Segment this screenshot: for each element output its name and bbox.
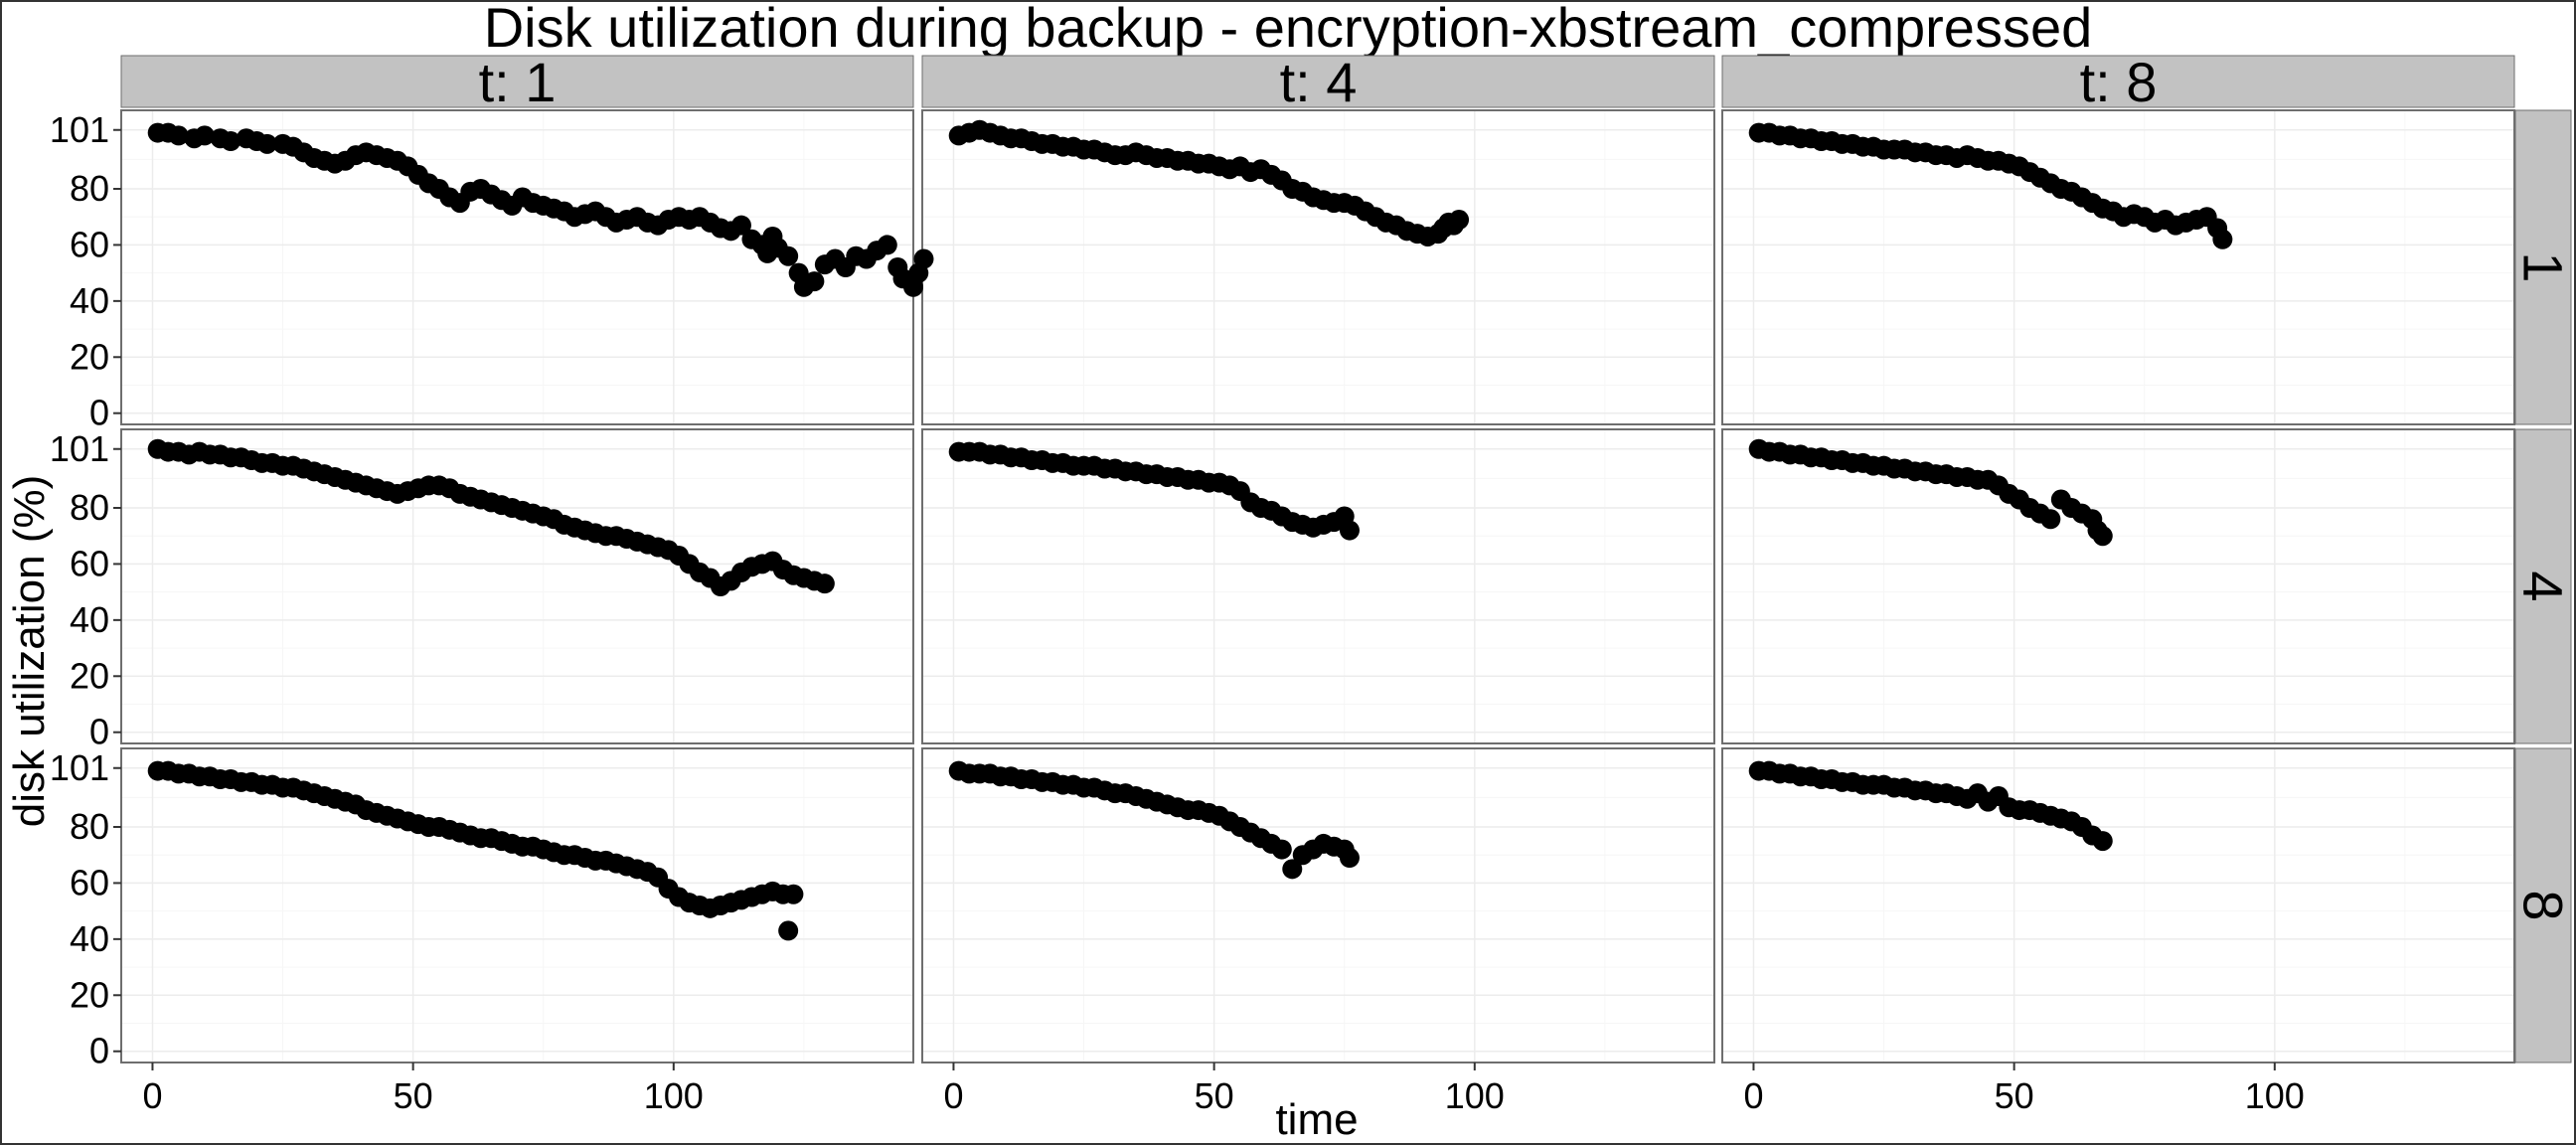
y-tick-label: 60 bbox=[70, 543, 109, 583]
col-strip-background bbox=[921, 55, 1715, 108]
data-point bbox=[804, 271, 825, 292]
series-points-r2-c0 bbox=[147, 760, 804, 941]
panel-r1-c1 bbox=[921, 428, 1715, 744]
series-points-r1-c0 bbox=[147, 438, 835, 596]
y-tick-label: 0 bbox=[89, 393, 109, 433]
panel-r0-c0 bbox=[120, 109, 914, 425]
data-point bbox=[1339, 520, 1360, 541]
data-point bbox=[168, 125, 189, 146]
row-strip-background bbox=[2514, 109, 2572, 425]
data-point bbox=[2092, 526, 2113, 547]
panel-border bbox=[120, 428, 914, 744]
data-point bbox=[2092, 831, 2113, 852]
y-tick-label: 40 bbox=[70, 280, 109, 321]
y-axis-label: disk utilization (%) bbox=[5, 475, 54, 828]
panel-border bbox=[120, 747, 914, 1063]
y-tick-label: 101 bbox=[50, 428, 109, 469]
row-strip-label: 4 bbox=[2512, 571, 2575, 601]
y-tick-label: 80 bbox=[70, 487, 109, 528]
panel-border bbox=[921, 747, 1715, 1063]
data-point bbox=[256, 133, 277, 154]
x-tick-label: 0 bbox=[943, 1075, 963, 1116]
panel-background bbox=[1721, 428, 2515, 744]
series-points-r1-c2 bbox=[1748, 438, 2113, 547]
col-strip-label: t: 8 bbox=[2080, 51, 2158, 113]
panel-r2-c0 bbox=[120, 747, 914, 1063]
row-strip-background bbox=[2514, 428, 2572, 744]
x-tick-label: 100 bbox=[644, 1075, 704, 1116]
series-points-r0-c0 bbox=[147, 122, 934, 297]
panel-r2-c2 bbox=[1721, 747, 2515, 1063]
y-tick-label: 20 bbox=[70, 974, 109, 1015]
facet-panels: t: 1 t: 4 t: 81480204060801010204060801010… bbox=[50, 51, 2575, 1116]
data-point bbox=[1271, 839, 1292, 860]
x-tick-label: 50 bbox=[394, 1075, 433, 1116]
data-point bbox=[194, 125, 215, 146]
x-tick-label: 100 bbox=[1445, 1075, 1505, 1116]
y-tick-label: 101 bbox=[50, 747, 109, 788]
series-points-r0-c1 bbox=[948, 119, 1470, 246]
x-tick-label: 50 bbox=[1995, 1075, 2034, 1116]
panel-border bbox=[1721, 428, 2515, 744]
panel-r2-c1 bbox=[921, 747, 1715, 1063]
data-point bbox=[730, 215, 751, 236]
y-tick-label: 40 bbox=[70, 918, 109, 959]
y-tick-label: 80 bbox=[70, 168, 109, 209]
y-tick-label: 20 bbox=[70, 655, 109, 696]
panel-border bbox=[921, 428, 1715, 744]
series-points-r1-c1 bbox=[948, 441, 1360, 541]
y-tick-label: 0 bbox=[89, 712, 109, 752]
row-strip-label: 1 bbox=[2512, 251, 2575, 282]
series-points-r2-c1 bbox=[948, 760, 1360, 880]
panel-r0-c2 bbox=[1721, 109, 2515, 425]
data-point bbox=[1339, 848, 1360, 869]
panel-background bbox=[1721, 747, 2515, 1063]
series-points-r2-c2 bbox=[1748, 760, 2113, 852]
y-tick-label: 20 bbox=[70, 336, 109, 377]
panel-r1-c2 bbox=[1721, 428, 2515, 744]
y-tick-label: 101 bbox=[50, 109, 109, 150]
data-point bbox=[2212, 229, 2233, 249]
data-point bbox=[778, 920, 799, 941]
panel-border bbox=[1721, 109, 2515, 425]
series-points-r0-c2 bbox=[1748, 122, 2233, 249]
data-point bbox=[778, 245, 799, 266]
x-axis-label: time bbox=[1275, 1095, 1358, 1144]
panel-background bbox=[921, 747, 1715, 1063]
panel-background bbox=[120, 747, 914, 1063]
panel-r1-c0 bbox=[120, 428, 914, 744]
data-point bbox=[1449, 210, 1470, 231]
row-strip-label: 8 bbox=[2512, 890, 2575, 920]
data-point bbox=[221, 131, 242, 152]
panel-r0-c1 bbox=[921, 109, 1715, 425]
row-strip-background bbox=[2514, 747, 2572, 1063]
y-tick-label: 80 bbox=[70, 806, 109, 847]
panel-background bbox=[921, 428, 1715, 744]
x-tick-label: 0 bbox=[142, 1075, 162, 1116]
y-tick-label: 60 bbox=[70, 862, 109, 902]
x-tick-label: 50 bbox=[1195, 1075, 1234, 1116]
chart-title: Disk utilization during backup - encrypt… bbox=[484, 0, 2093, 59]
col-strip-label: t: 1 bbox=[479, 51, 557, 113]
y-tick-label: 40 bbox=[70, 599, 109, 640]
panel-background bbox=[1721, 109, 2515, 425]
panel-background bbox=[921, 109, 1715, 425]
panel-background bbox=[120, 428, 914, 744]
x-tick-label: 0 bbox=[1743, 1075, 1763, 1116]
data-point bbox=[913, 248, 934, 269]
x-tick-label: 100 bbox=[2245, 1075, 2305, 1116]
y-tick-label: 0 bbox=[89, 1031, 109, 1071]
data-point bbox=[877, 235, 897, 255]
data-point bbox=[814, 573, 835, 594]
data-point bbox=[783, 884, 804, 904]
data-point bbox=[2040, 509, 2061, 530]
col-strip-background bbox=[120, 55, 914, 108]
panel-border bbox=[1721, 747, 2515, 1063]
data-point bbox=[1282, 859, 1303, 880]
col-strip-background bbox=[1721, 55, 2515, 108]
y-tick-label: 60 bbox=[70, 224, 109, 264]
col-strip-label: t: 4 bbox=[1280, 51, 1358, 113]
